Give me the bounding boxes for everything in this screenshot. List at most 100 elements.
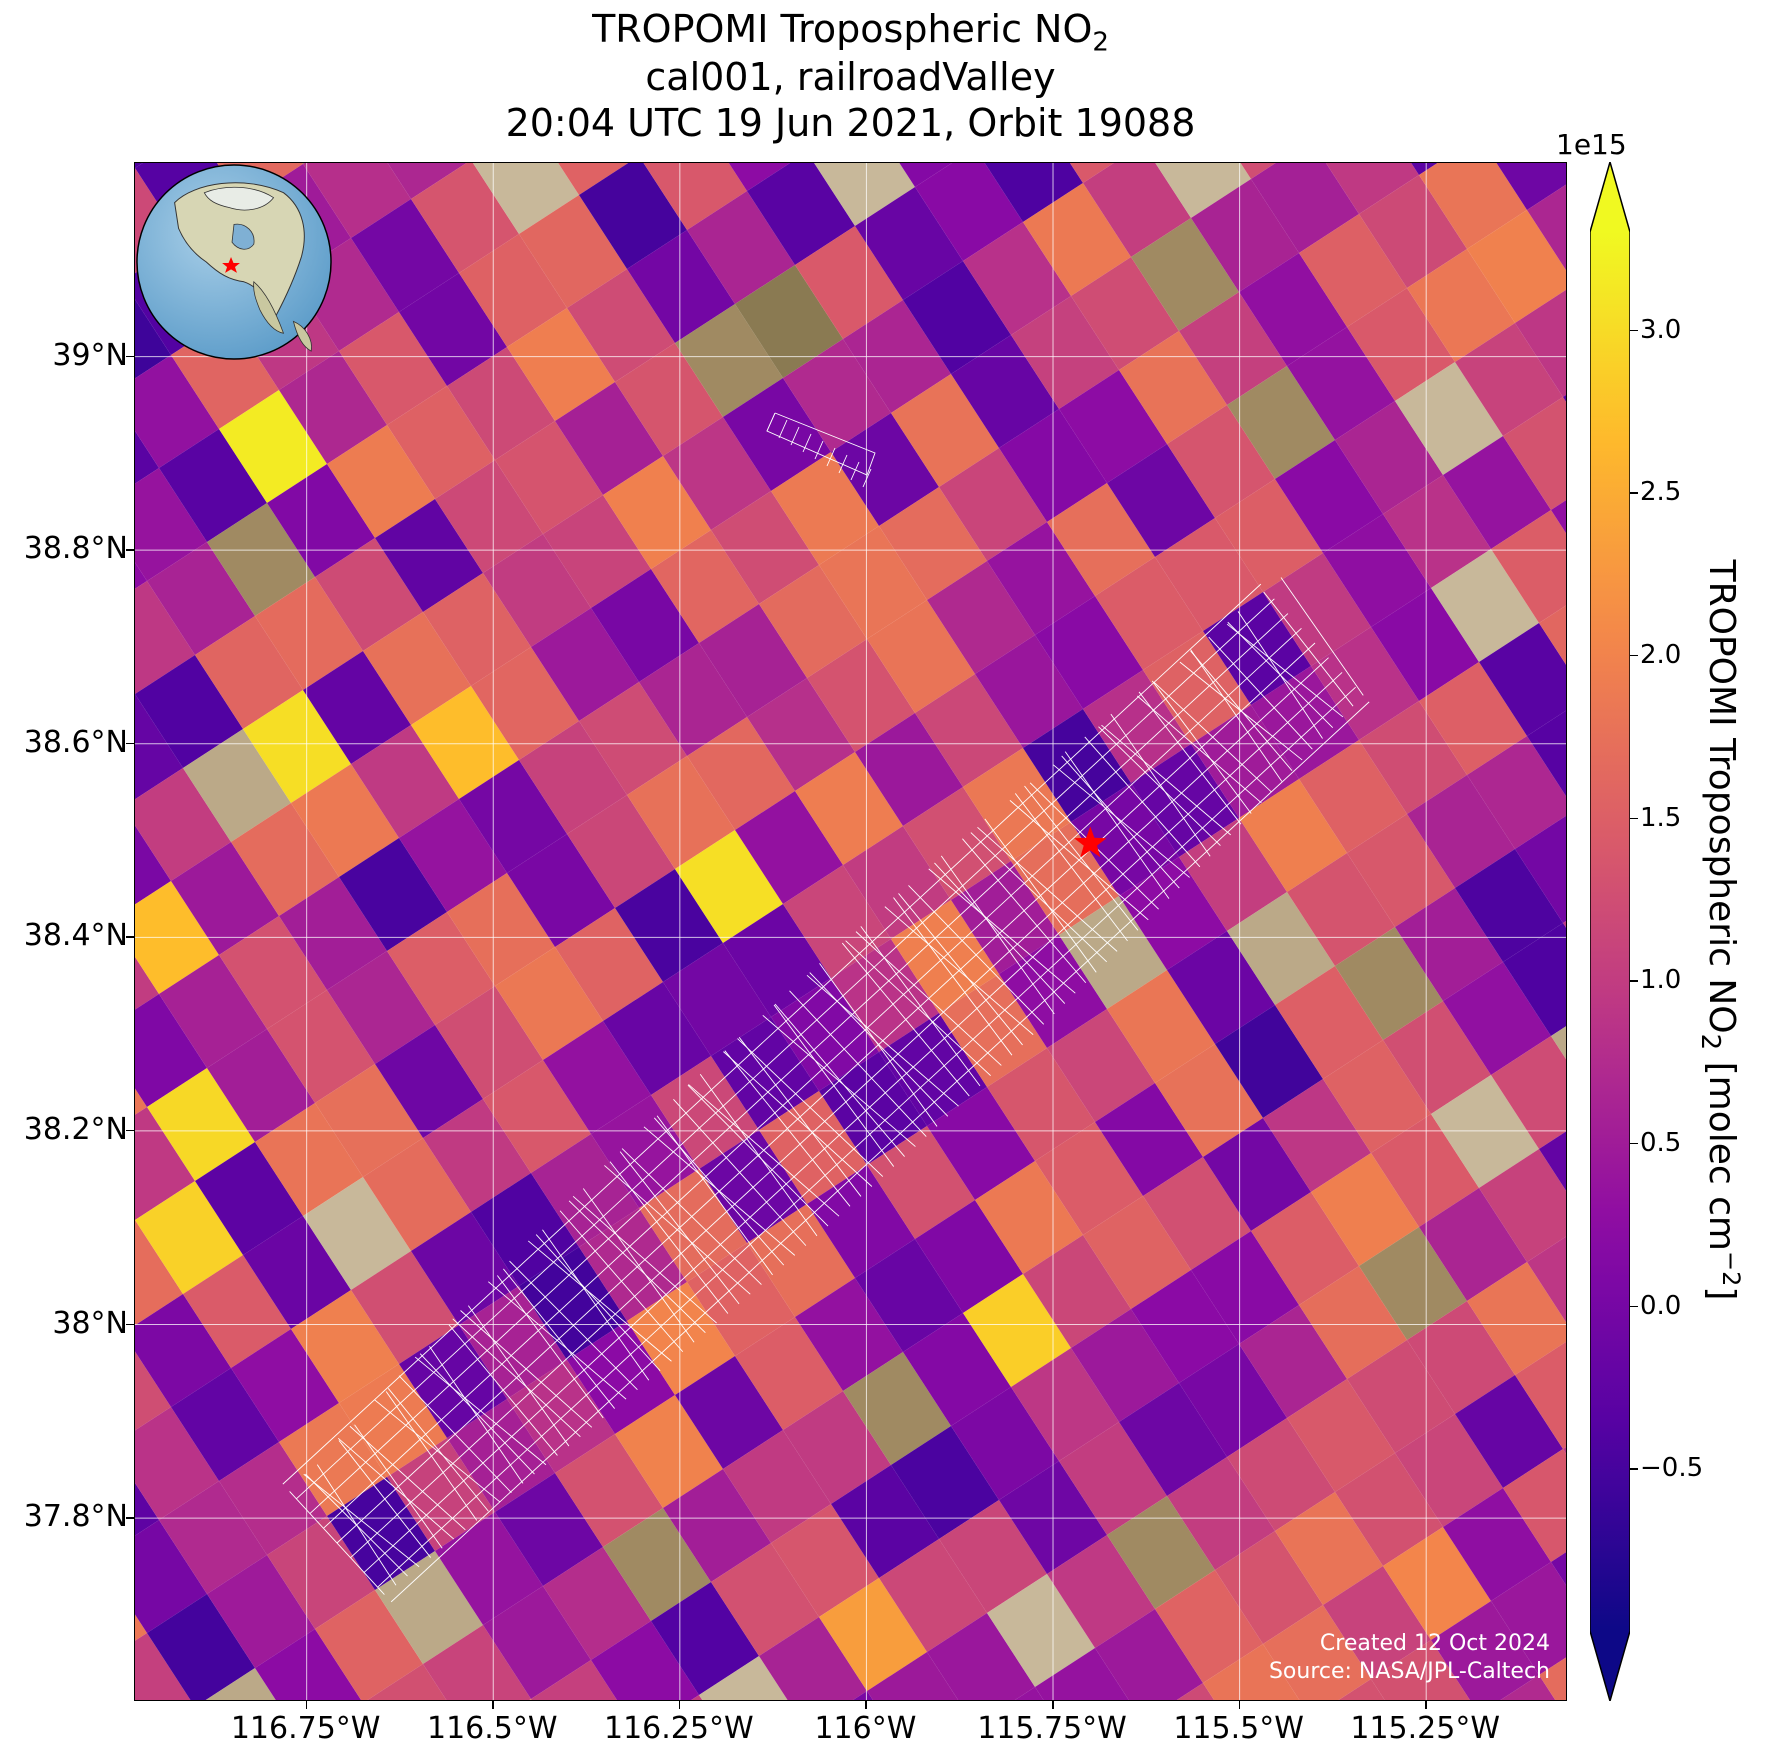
no2-cell <box>411 163 519 273</box>
colorbar-tick-mark <box>1630 817 1638 820</box>
no2-cell <box>435 1512 543 1625</box>
no2-cell <box>1023 183 1131 296</box>
no2-cell <box>495 947 603 1060</box>
no2-cell <box>543 1021 651 1134</box>
no2-cell <box>819 526 927 639</box>
no2-cell <box>843 826 951 939</box>
footprint-line <box>766 412 876 476</box>
no2-cell <box>231 803 339 916</box>
no2-cell <box>219 916 327 1029</box>
no2-cell <box>1263 553 1371 666</box>
no2-cell <box>1287 327 1395 440</box>
no2-cell <box>1015 1687 1044 1700</box>
no2-cell <box>558 163 629 195</box>
no2-cell <box>663 1469 771 1582</box>
basemap-cell <box>472 163 579 234</box>
no2-cell <box>483 1586 591 1699</box>
no2-cell <box>135 1614 147 1641</box>
no2-cell <box>1215 479 1323 592</box>
basemap-cell <box>699 1656 788 1700</box>
no2-cell <box>1107 970 1215 1083</box>
no2-cell <box>135 1220 183 1326</box>
no2-cell <box>1419 1188 1527 1301</box>
no2-cell <box>483 1060 591 1173</box>
no2-cell <box>879 487 987 600</box>
no2-cell <box>1011 296 1119 409</box>
no2-cell <box>663 943 771 1056</box>
basemap-cell <box>1431 549 1539 662</box>
no2-cell <box>1467 210 1566 323</box>
no2-cell <box>1035 1122 1143 1235</box>
no2-cell <box>147 1068 255 1181</box>
no2-cell <box>903 261 1011 374</box>
no2-cell <box>1275 1492 1383 1605</box>
y-tick-mark <box>126 1323 134 1325</box>
no2-cell <box>1179 1344 1287 1457</box>
no2-cell <box>135 768 231 881</box>
basemap-cell <box>987 1574 1095 1687</box>
no2-cell <box>903 1313 1011 1426</box>
x-tick-mark <box>492 1701 494 1709</box>
no2-cell <box>1239 253 1347 366</box>
no2-cell <box>1203 1118 1311 1231</box>
x-tick-label: 115.75°W <box>977 1711 1127 1746</box>
no2-cell <box>783 1391 891 1504</box>
no2-cell <box>1119 331 1227 444</box>
no2-cell <box>1323 1040 1431 1153</box>
no2-cell <box>675 830 783 943</box>
no2-cell <box>1515 1341 1566 1449</box>
no2-cell <box>1227 1418 1335 1531</box>
no2-cell <box>759 565 867 678</box>
no2-cell <box>1071 1309 1179 1422</box>
no2-cell <box>1095 1083 1203 1196</box>
no2-cell <box>219 390 327 503</box>
footprint-line <box>377 686 1356 1588</box>
no2-cell <box>255 577 363 690</box>
no2-cell <box>1515 289 1566 397</box>
no2-cell <box>831 939 939 1052</box>
no2-cell <box>723 378 831 491</box>
no2-cell <box>771 978 879 1091</box>
no2-cell <box>243 690 351 803</box>
no2-cell <box>495 1473 603 1586</box>
colorbar-extend-min <box>1590 1631 1630 1701</box>
no2-cell <box>1335 401 1443 514</box>
no2-cell <box>1251 666 1359 779</box>
no2-cell <box>195 1142 303 1255</box>
footprint-line <box>309 613 1289 1514</box>
no2-cell <box>1563 921 1566 928</box>
no2-cell <box>267 1516 375 1629</box>
basemap-cell <box>843 1352 951 1465</box>
no2-cell <box>1359 175 1467 288</box>
no2-cell <box>1240 163 1276 179</box>
no2-cell <box>728 163 791 191</box>
no2-cell <box>927 1087 1035 1200</box>
no2-cell <box>507 834 615 947</box>
no2-cell <box>963 1274 1071 1387</box>
colorbar-label: TROPOMI Tropospheric NO2 [molec cm−2] <box>1694 559 1746 1301</box>
no2-cell <box>1215 1005 1323 1118</box>
no2-cell <box>711 491 819 604</box>
footprint-line <box>778 419 788 439</box>
no2-cell <box>1095 557 1203 670</box>
colorbar-tick-label: −0.5 <box>1640 1453 1704 1484</box>
no2-cell <box>915 163 1023 261</box>
no2-cell <box>1407 775 1515 888</box>
no2-cell <box>639 1169 747 1282</box>
x-tick-label: 115.5°W <box>1173 1711 1304 1746</box>
no2-cell <box>1551 1552 1566 1586</box>
no2-cell <box>627 230 735 343</box>
y-tick-label: 38.6°N <box>23 724 128 760</box>
no2-cell <box>339 312 447 425</box>
no2-cell <box>135 994 207 1107</box>
no2-cell <box>1539 1131 1566 1191</box>
no2-cell <box>387 912 495 1025</box>
no2-cell <box>1155 1044 1263 1157</box>
basemap-cell <box>1155 163 1251 218</box>
no2-cell <box>411 686 519 799</box>
no2-cell <box>747 1204 855 1317</box>
x-tick-mark <box>1425 1701 1427 1709</box>
no2-cell <box>1443 1488 1551 1601</box>
no2-cell <box>807 1165 915 1278</box>
no2-cell <box>567 1321 675 1434</box>
